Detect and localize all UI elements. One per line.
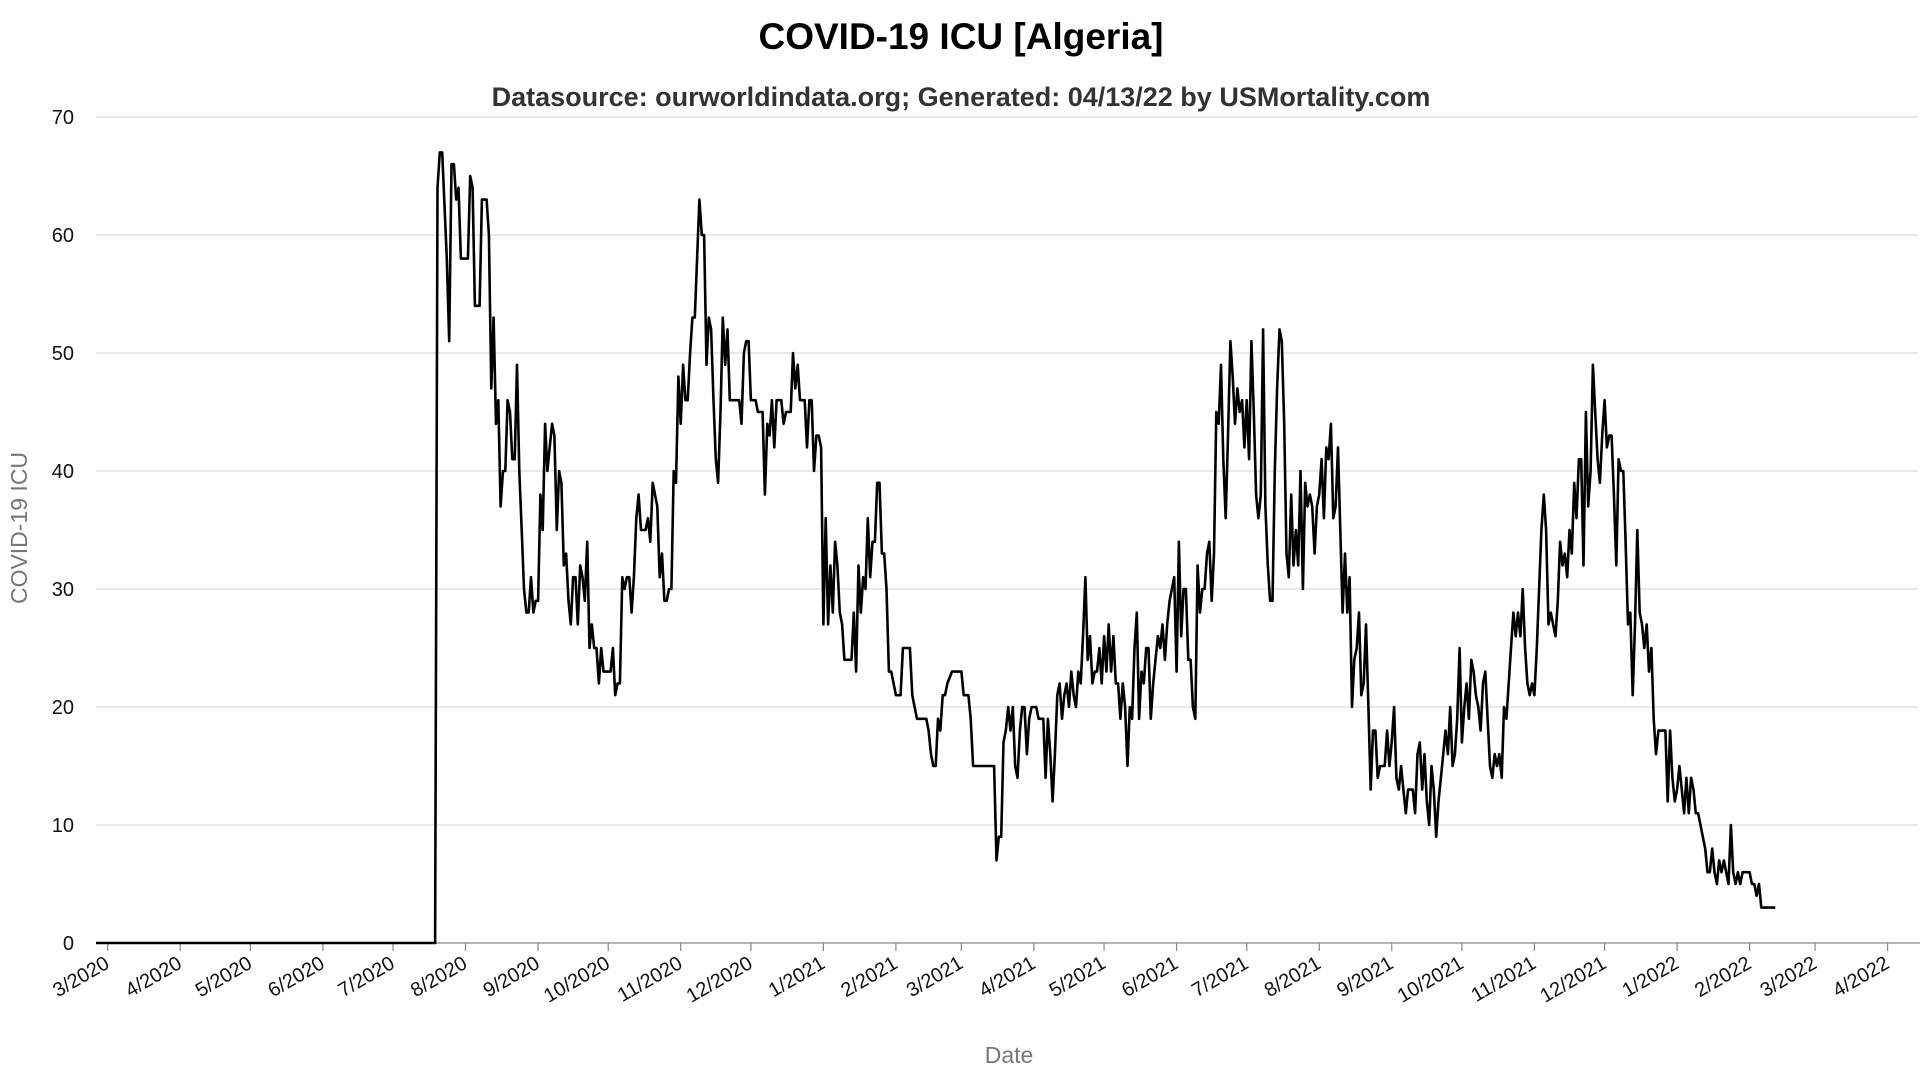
x-tick-label: 7/2020 — [335, 952, 399, 1002]
x-tick-label: 5/2021 — [1046, 952, 1110, 1002]
x-axis-label: Date — [985, 1042, 1034, 1068]
x-tick-label: 2/2021 — [837, 952, 901, 1002]
x-tick-label: 6/2020 — [264, 952, 328, 1002]
x-tick-label: 11/2020 — [614, 952, 686, 1006]
x-tick-label: 4/2022 — [1829, 952, 1893, 1002]
chart-title: COVID-19 ICU [Algeria] — [758, 16, 1163, 57]
y-tick-label: 60 — [52, 225, 74, 247]
x-tick-label: 3/2020 — [49, 952, 113, 1002]
x-tick-label: 12/2020 — [683, 952, 757, 1007]
x-tick-label: 10/2021 — [1394, 952, 1468, 1007]
gridlines — [96, 116, 1918, 826]
y-tick-label: 10 — [52, 815, 74, 837]
series-line-icu — [96, 151, 1776, 945]
x-tick-label: 9/2021 — [1333, 952, 1397, 1002]
y-tick-label: 40 — [52, 461, 74, 483]
x-tick-label: 4/2021 — [975, 952, 1039, 1002]
y-tick-label: 20 — [52, 697, 74, 719]
x-tick-label: 11/2021 — [1468, 952, 1540, 1006]
x-tick-label: 8/2020 — [407, 952, 471, 1002]
x-tick-label: 10/2020 — [540, 952, 614, 1007]
x-tick-label: 2/2022 — [1691, 952, 1755, 1002]
x-tick-label: 1/2021 — [765, 952, 829, 1002]
y-tick-label: 70 — [52, 107, 74, 129]
x-tick-label: 3/2021 — [903, 952, 967, 1002]
y-tick-label: 0 — [63, 933, 74, 955]
y-axis-ticks: 0 10 20 30 40 50 60 70 — [52, 107, 74, 955]
y-tick-label: 30 — [52, 579, 74, 601]
chart-subtitle: Datasource: ourworldindata.org; Generate… — [492, 82, 1431, 112]
x-tick-label: 9/2020 — [480, 952, 544, 1002]
x-tick-label: 5/2020 — [192, 952, 256, 1002]
x-tick-label: 7/2021 — [1188, 952, 1252, 1002]
x-tick-label: 12/2021 — [1536, 952, 1610, 1007]
x-tick-label: 1/2022 — [1619, 952, 1683, 1002]
x-tick-label: 6/2021 — [1118, 952, 1182, 1002]
x-tick-label: 4/2020 — [122, 952, 186, 1002]
y-axis-label: COVID-19 ICU — [6, 452, 32, 604]
x-tick-label: 3/2022 — [1757, 952, 1821, 1002]
x-tick-label: 8/2021 — [1261, 952, 1325, 1002]
y-tick-label: 50 — [52, 343, 74, 365]
x-axis-ticks: 3/2020 4/2020 5/2020 6/2020 7/2020 8/2020 9/20… — [49, 943, 1893, 1007]
